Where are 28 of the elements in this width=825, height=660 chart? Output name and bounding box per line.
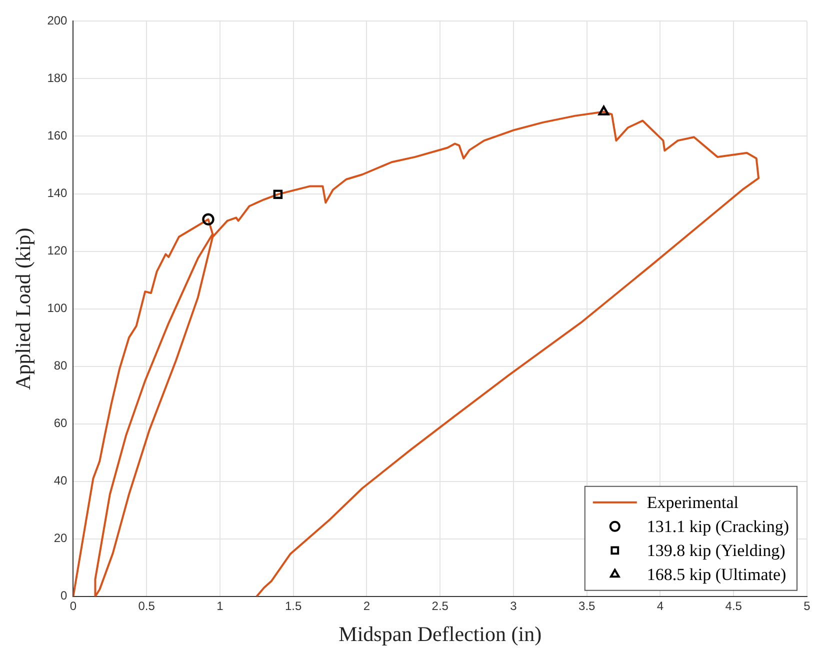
x-tick-label: 3.5 <box>578 598 596 613</box>
y-tick-label: 180 <box>47 71 68 86</box>
x-tick-label: 4 <box>656 598 664 613</box>
x-axis-title: Midspan Deflection (in) <box>338 622 542 646</box>
x-tick-label: 4.5 <box>725 598 742 613</box>
x-tick-label: 1 <box>216 598 224 613</box>
y-tick-label: 120 <box>47 244 68 258</box>
y-tick-label: 80 <box>54 358 68 373</box>
x-tick-label: 2 <box>363 598 370 613</box>
x-tick-label: 2.5 <box>432 598 449 613</box>
x-tick-label: 0.5 <box>138 598 156 613</box>
y-tick-label: 20 <box>54 531 68 546</box>
y-tick-label: 160 <box>47 128 68 143</box>
y-tick-label: 100 <box>47 301 68 316</box>
x-tick-label: 1.5 <box>285 598 302 613</box>
y-tick-label: 140 <box>47 186 68 200</box>
x-tick-label: 5 <box>804 598 811 613</box>
legend-label: 131.1 kip (Cracking) <box>646 516 789 536</box>
x-tick-label: 0 <box>70 598 77 613</box>
legend-label: 168.5 kip (Ultimate) <box>646 564 786 584</box>
y-tick-label: 200 <box>47 14 68 28</box>
x-tick-label: 3 <box>510 598 518 613</box>
legend-label: Experimental <box>646 492 739 512</box>
y-axis-title: Applied Load (kip) <box>11 228 36 390</box>
y-tick-label: 40 <box>54 474 68 488</box>
y-tick-label: 60 <box>54 416 68 430</box>
y-tick-label: 0 <box>60 588 68 603</box>
legend-label: 139.8 kip (Yielding) <box>646 540 786 560</box>
